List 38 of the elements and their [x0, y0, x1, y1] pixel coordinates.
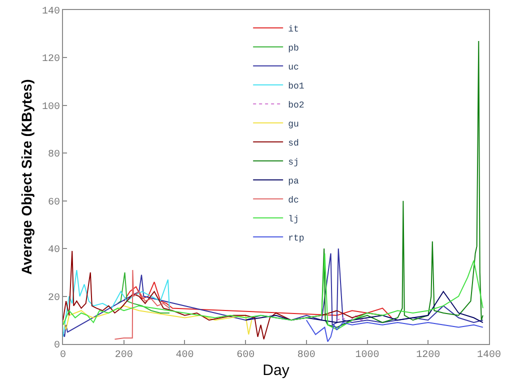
x-tick-label: 800 — [297, 350, 316, 361]
legend-label: bo2 — [288, 100, 304, 110]
legend-label: bo1 — [288, 81, 304, 92]
y-tick-label: 140 — [42, 6, 60, 18]
y-tick-label: 20 — [48, 292, 60, 304]
x-tick-label: 600 — [236, 350, 255, 361]
x-axis-title: Day — [262, 362, 290, 379]
line-series — [63, 270, 170, 338]
line-series — [63, 305, 252, 335]
line-series — [114, 270, 170, 340]
legend-label: gu — [288, 119, 299, 130]
x-tick-label: 1400 — [476, 350, 502, 361]
x-tick-label: 400 — [176, 350, 194, 361]
legend-label: dc — [288, 195, 299, 206]
line-series — [245, 291, 484, 324]
line-series — [336, 314, 368, 324]
y-tick-label: 40 — [48, 245, 60, 256]
legend-label: rtp — [288, 233, 304, 244]
y-tick-label: 100 — [42, 102, 60, 113]
y-tick-label: 80 — [48, 150, 60, 161]
line-series — [117, 272, 170, 314]
legend-label: pa — [288, 176, 300, 186]
legend-label: sj — [288, 157, 299, 168]
x-tick-label: 200 — [114, 350, 133, 361]
x-tick-label: 1000 — [355, 350, 380, 361]
line-series — [123, 281, 392, 318]
y-tick-label: 0 — [54, 340, 60, 352]
legend-label: pb — [288, 43, 299, 54]
legend-label: it — [288, 24, 299, 34]
legend-label: sd — [288, 138, 299, 148]
y-tick-label: 120 — [42, 54, 60, 66]
y-tick-label: 60 — [48, 197, 60, 208]
legend-label: uc — [288, 62, 299, 72]
line-series — [321, 40, 484, 328]
y-axis-title: Average Object Size (KBytes) — [18, 79, 35, 275]
line-series — [306, 320, 484, 342]
legend-label: lj — [288, 214, 299, 224]
x-tick-label: 1200 — [416, 350, 440, 361]
